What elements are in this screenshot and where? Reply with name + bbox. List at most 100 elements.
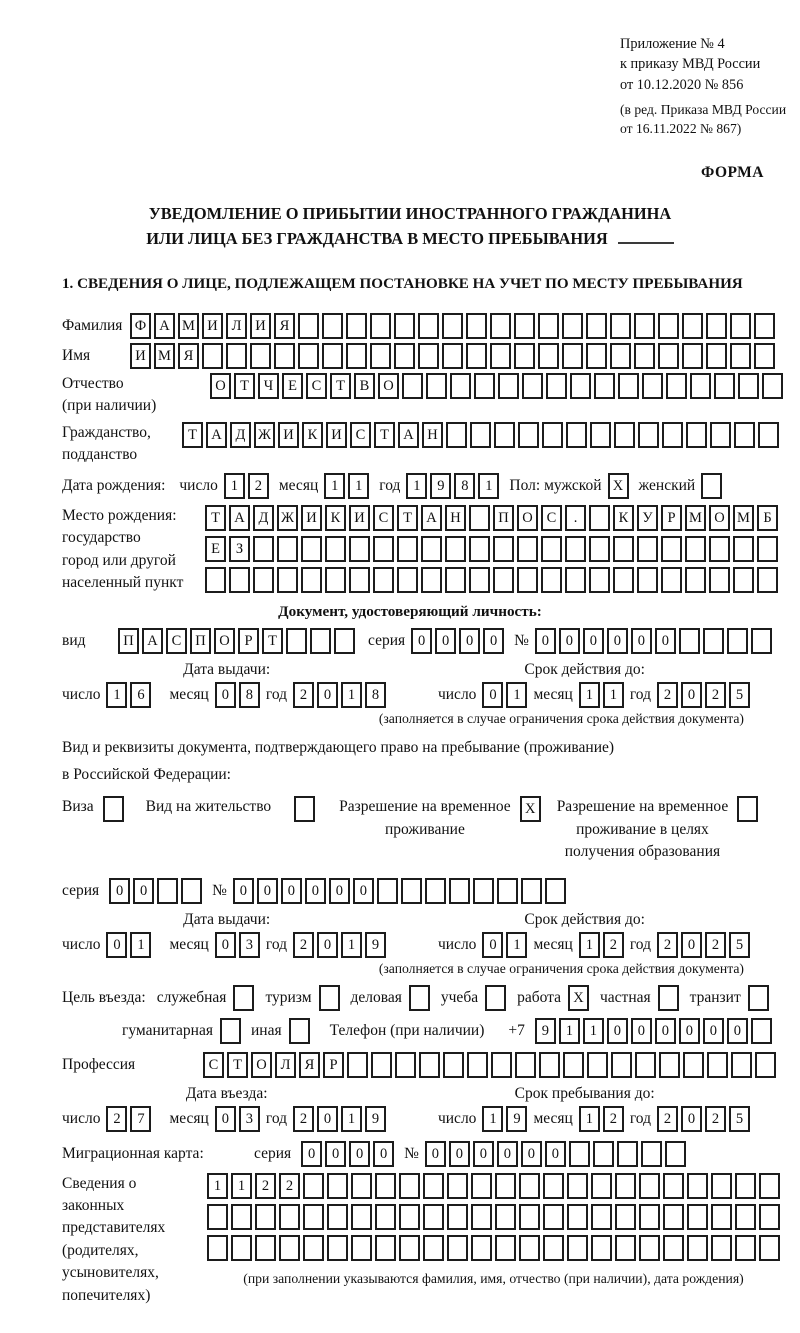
- char-box[interactable]: [448, 877, 470, 904]
- char-box[interactable]: [520, 877, 542, 904]
- char-box[interactable]: [301, 535, 322, 562]
- char-box[interactable]: [518, 421, 539, 448]
- char-box[interactable]: [757, 535, 778, 562]
- char-box[interactable]: [370, 342, 391, 369]
- char-box[interactable]: 0: [214, 682, 236, 709]
- char-box[interactable]: [286, 628, 307, 655]
- char-box[interactable]: [443, 1051, 464, 1078]
- char-box[interactable]: [709, 566, 730, 593]
- char-box[interactable]: [485, 984, 507, 1011]
- char-box[interactable]: 2: [602, 931, 624, 958]
- char-box[interactable]: 1: [341, 931, 363, 958]
- char-box[interactable]: Н: [445, 504, 466, 531]
- char-box[interactable]: 0: [133, 877, 155, 904]
- char-box[interactable]: [277, 566, 298, 593]
- char-box[interactable]: [349, 566, 370, 593]
- char-box[interactable]: Е: [282, 372, 303, 399]
- char-box[interactable]: О: [251, 1051, 272, 1078]
- business-checkbox[interactable]: [408, 984, 430, 1011]
- char-box[interactable]: [322, 312, 343, 339]
- char-box[interactable]: 0: [482, 931, 504, 958]
- char-box[interactable]: [303, 1234, 324, 1261]
- char-box[interactable]: [469, 566, 490, 593]
- char-box[interactable]: П: [190, 628, 211, 655]
- char-box[interactable]: У: [637, 504, 658, 531]
- char-box[interactable]: [394, 342, 415, 369]
- char-box[interactable]: [737, 796, 759, 823]
- char-box[interactable]: А: [229, 504, 250, 531]
- char-box[interactable]: А: [421, 504, 442, 531]
- char-box[interactable]: 1: [406, 472, 428, 499]
- char-box[interactable]: [207, 1203, 228, 1230]
- char-box[interactable]: [642, 372, 663, 399]
- char-box[interactable]: [255, 1203, 276, 1230]
- char-box[interactable]: 2: [602, 1105, 624, 1132]
- char-box[interactable]: Т: [182, 421, 203, 448]
- char-box[interactable]: 1: [602, 682, 624, 709]
- char-box[interactable]: [591, 1234, 612, 1261]
- char-box[interactable]: [639, 1234, 660, 1261]
- char-box[interactable]: [351, 1203, 372, 1230]
- char-box[interactable]: Т: [234, 372, 255, 399]
- char-box[interactable]: [735, 1234, 756, 1261]
- char-box[interactable]: [397, 535, 418, 562]
- char-box[interactable]: Я: [274, 312, 295, 339]
- char-box[interactable]: В: [354, 372, 375, 399]
- char-box[interactable]: [157, 877, 179, 904]
- char-box[interactable]: [399, 1172, 420, 1199]
- char-box[interactable]: [399, 1234, 420, 1261]
- char-box[interactable]: [334, 628, 355, 655]
- char-box[interactable]: О: [517, 504, 538, 531]
- char-box[interactable]: 2: [293, 682, 315, 709]
- char-box[interactable]: 0: [424, 1140, 446, 1167]
- char-box[interactable]: 0: [317, 1105, 339, 1132]
- char-box[interactable]: [399, 1203, 420, 1230]
- char-box[interactable]: 2: [293, 1105, 315, 1132]
- char-box[interactable]: [327, 1234, 348, 1261]
- char-box[interactable]: [565, 566, 586, 593]
- char-box[interactable]: 7: [130, 1105, 152, 1132]
- char-box[interactable]: Т: [262, 628, 283, 655]
- char-box[interactable]: 0: [582, 628, 604, 655]
- char-box[interactable]: [490, 312, 511, 339]
- char-box[interactable]: 2: [279, 1172, 300, 1199]
- char-box[interactable]: [733, 566, 754, 593]
- char-box[interactable]: [658, 312, 679, 339]
- char-box[interactable]: [685, 566, 706, 593]
- char-box[interactable]: [678, 628, 700, 655]
- char-box[interactable]: [686, 421, 707, 448]
- char-box[interactable]: [471, 1203, 492, 1230]
- char-box[interactable]: 2: [106, 1105, 128, 1132]
- char-box[interactable]: 0: [496, 1140, 518, 1167]
- char-box[interactable]: [496, 877, 518, 904]
- visa-checkbox[interactable]: [102, 796, 124, 823]
- char-box[interactable]: [231, 1234, 252, 1261]
- char-box[interactable]: Я: [299, 1051, 320, 1078]
- char-box[interactable]: [634, 312, 655, 339]
- char-box[interactable]: [442, 312, 463, 339]
- char-box[interactable]: [370, 312, 391, 339]
- char-box[interactable]: [542, 421, 563, 448]
- char-box[interactable]: [757, 566, 778, 593]
- char-box[interactable]: [421, 535, 442, 562]
- char-box[interactable]: А: [154, 312, 175, 339]
- char-box[interactable]: [687, 1203, 708, 1230]
- char-box[interactable]: [493, 535, 514, 562]
- char-box[interactable]: И: [278, 421, 299, 448]
- char-box[interactable]: [202, 342, 223, 369]
- char-box[interactable]: [682, 312, 703, 339]
- char-box[interactable]: [714, 372, 735, 399]
- char-box[interactable]: [711, 1234, 732, 1261]
- char-box[interactable]: [563, 1051, 584, 1078]
- char-box[interactable]: 1: [578, 931, 600, 958]
- char-box[interactable]: [301, 566, 322, 593]
- char-box[interactable]: З: [229, 535, 250, 562]
- char-box[interactable]: 5: [729, 682, 750, 709]
- char-box[interactable]: [750, 628, 772, 655]
